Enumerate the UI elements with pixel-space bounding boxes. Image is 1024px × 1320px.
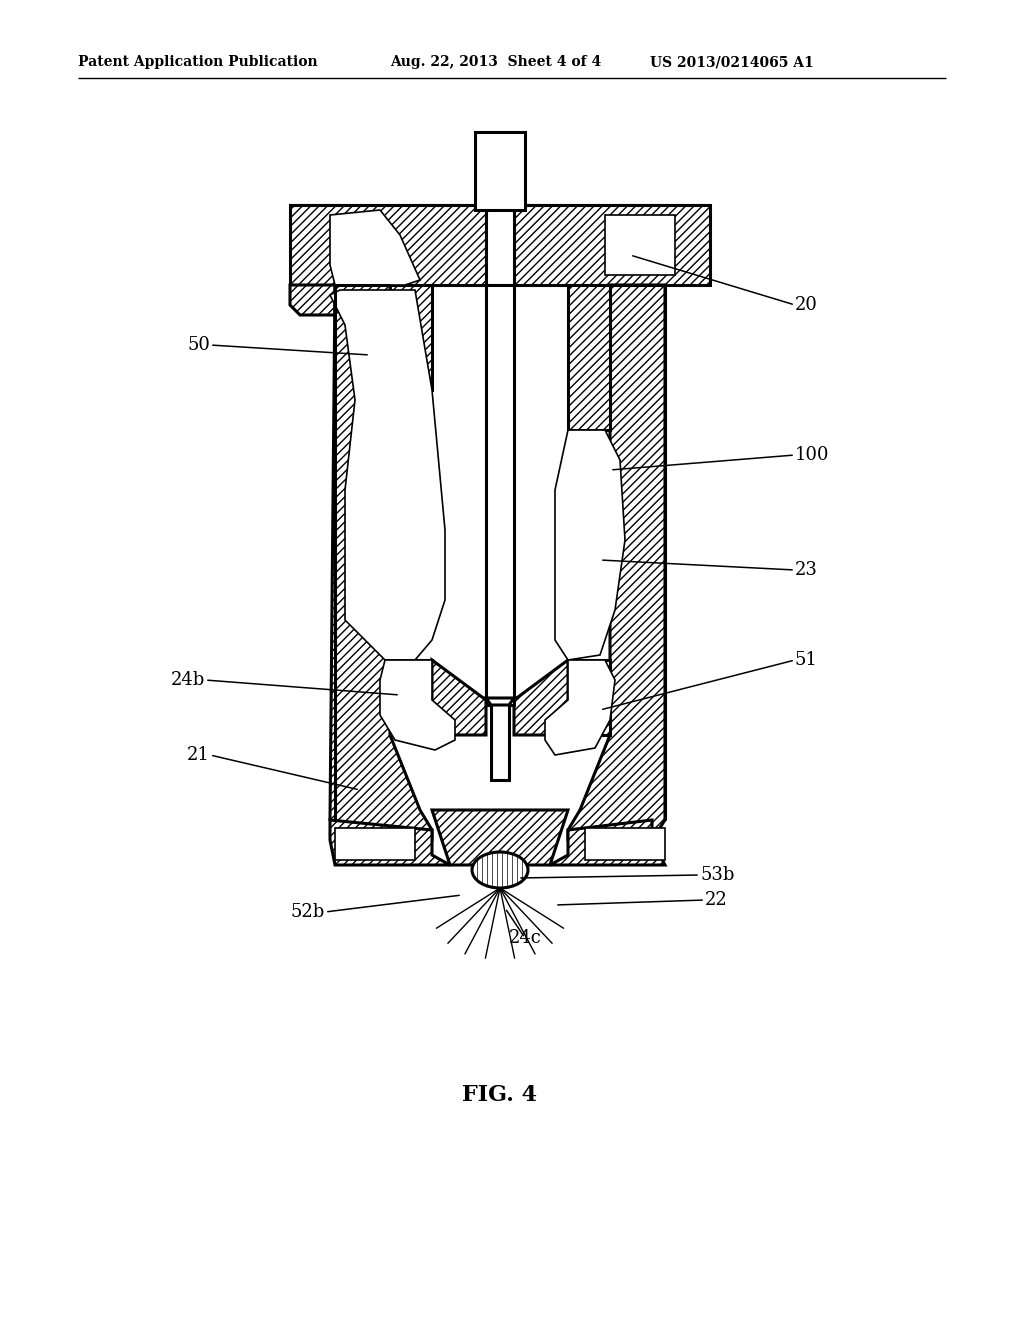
Polygon shape — [550, 820, 665, 865]
Text: 24c: 24c — [509, 929, 542, 946]
Polygon shape — [486, 205, 514, 285]
Text: 22: 22 — [705, 891, 728, 909]
Polygon shape — [545, 660, 615, 755]
Polygon shape — [290, 205, 486, 285]
Text: 52b: 52b — [291, 903, 325, 921]
Polygon shape — [585, 828, 665, 861]
Text: Patent Application Publication: Patent Application Publication — [78, 55, 317, 69]
Text: 100: 100 — [795, 446, 829, 465]
Text: Aug. 22, 2013  Sheet 4 of 4: Aug. 22, 2013 Sheet 4 of 4 — [390, 55, 601, 69]
Polygon shape — [432, 810, 568, 865]
Polygon shape — [568, 660, 610, 735]
Ellipse shape — [472, 851, 528, 888]
Polygon shape — [514, 660, 568, 735]
Polygon shape — [390, 285, 432, 389]
Text: 21: 21 — [187, 746, 210, 764]
Polygon shape — [605, 215, 675, 275]
Polygon shape — [568, 285, 610, 430]
Polygon shape — [486, 698, 514, 705]
Text: US 2013/0214065 A1: US 2013/0214065 A1 — [650, 55, 814, 69]
Polygon shape — [432, 660, 486, 735]
Polygon shape — [555, 430, 625, 660]
Text: 53b: 53b — [700, 866, 734, 884]
Polygon shape — [390, 660, 432, 735]
Polygon shape — [380, 660, 455, 750]
Polygon shape — [475, 132, 525, 210]
Text: 20: 20 — [795, 296, 818, 314]
Polygon shape — [490, 700, 509, 780]
Polygon shape — [290, 285, 335, 315]
Polygon shape — [514, 205, 710, 285]
Polygon shape — [330, 210, 420, 285]
Text: 23: 23 — [795, 561, 818, 579]
Text: 24b: 24b — [171, 671, 205, 689]
Polygon shape — [486, 285, 514, 705]
Text: 51: 51 — [795, 651, 818, 669]
Polygon shape — [568, 285, 665, 840]
Text: FIG. 4: FIG. 4 — [463, 1084, 538, 1106]
Polygon shape — [330, 820, 450, 865]
Polygon shape — [330, 285, 432, 840]
Polygon shape — [335, 828, 415, 861]
Polygon shape — [330, 290, 445, 660]
Text: 50: 50 — [187, 337, 210, 354]
